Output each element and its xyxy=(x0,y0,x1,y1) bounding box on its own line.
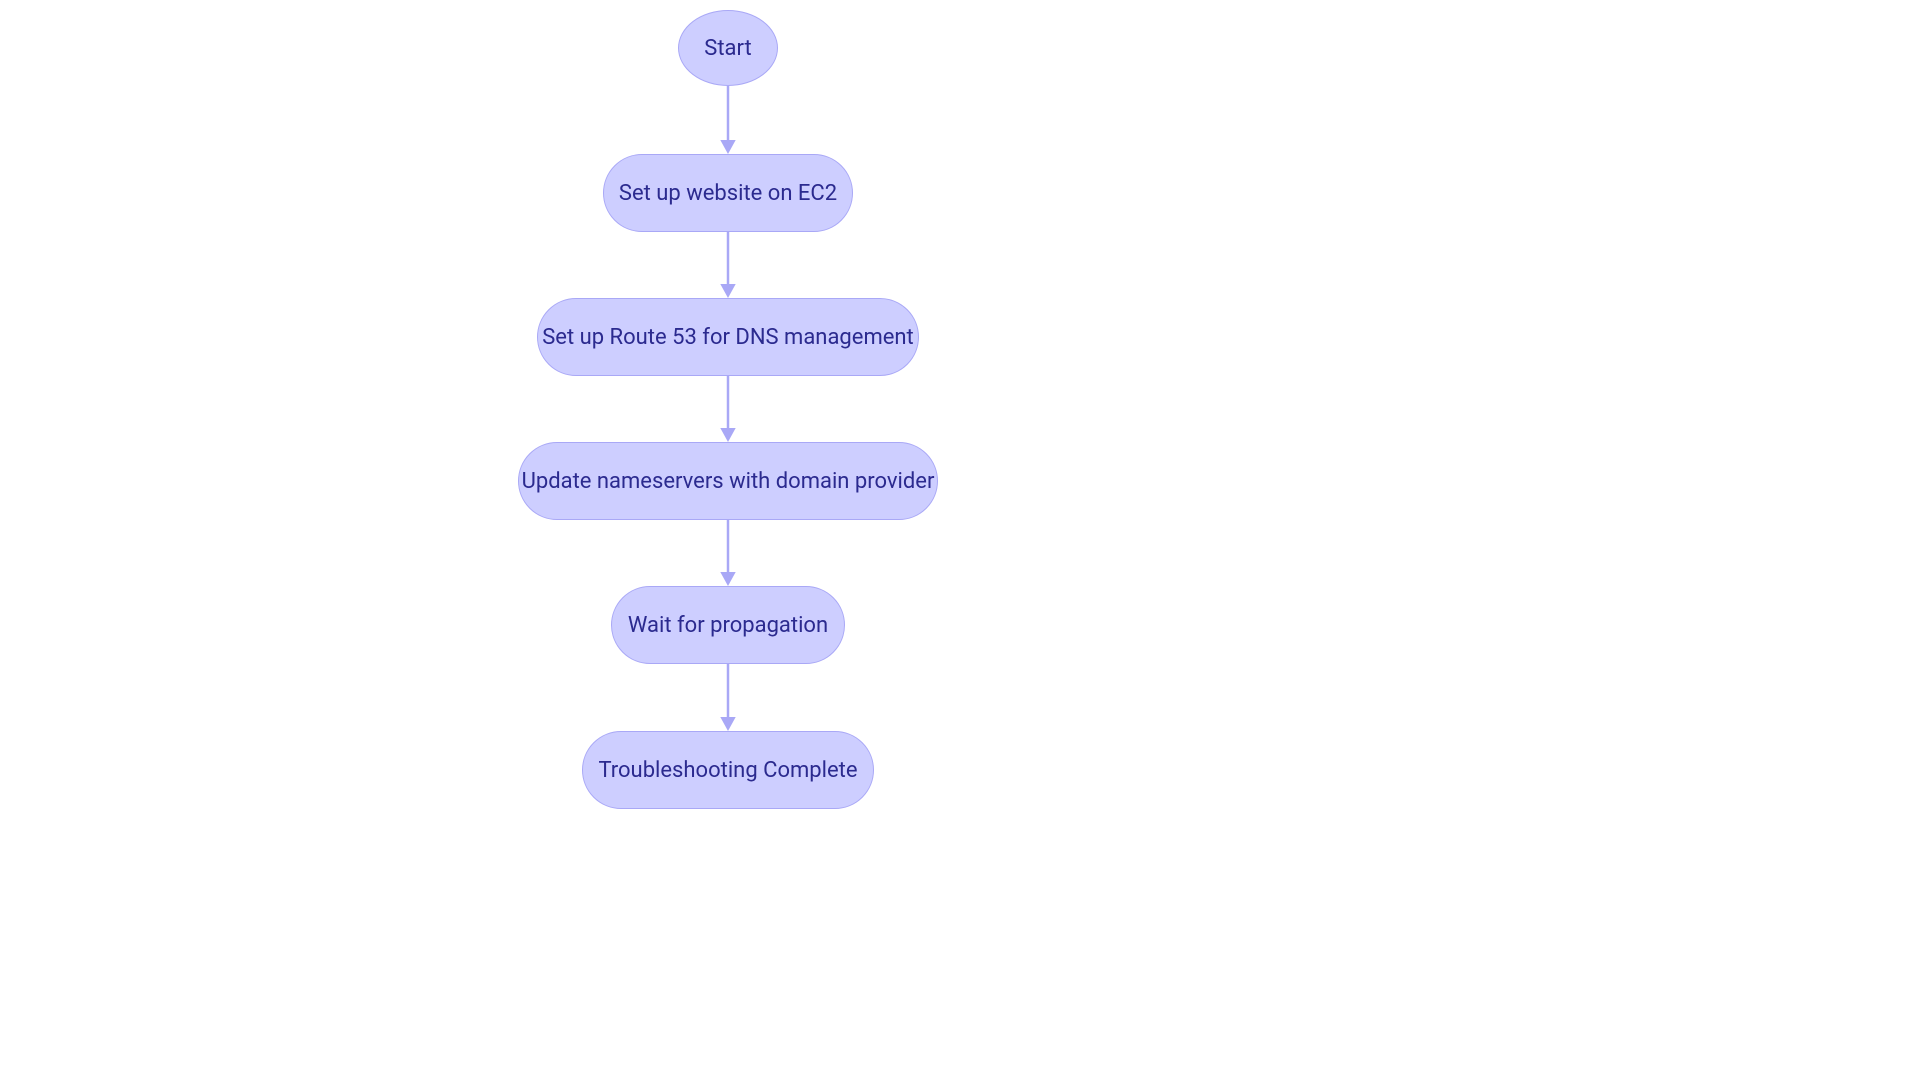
edge-wait-to-done xyxy=(708,664,748,731)
node-label: Wait for propagation xyxy=(628,613,828,638)
node-start: Start xyxy=(678,10,778,86)
node-wait: Wait for propagation xyxy=(611,586,845,664)
flowchart-canvas: Start Set up website on EC2 Set up Route 5… xyxy=(0,0,1920,1080)
node-label: Troubleshooting Complete xyxy=(598,758,857,783)
node-done: Troubleshooting Complete xyxy=(582,731,874,809)
node-label: Update nameservers with domain provider xyxy=(522,469,935,494)
node-label: Start xyxy=(704,36,751,61)
node-label: Set up website on EC2 xyxy=(619,181,837,206)
edge-ns-to-wait xyxy=(708,520,748,586)
node-ns: Update nameservers with domain provider xyxy=(518,442,938,520)
node-label: Set up Route 53 for DNS management xyxy=(542,325,914,350)
node-ec2: Set up website on EC2 xyxy=(603,154,853,232)
node-route53: Set up Route 53 for DNS management xyxy=(537,298,919,376)
edge-ec2-to-route53 xyxy=(708,232,748,298)
edge-route53-to-ns xyxy=(708,376,748,442)
edge-start-to-ec2 xyxy=(708,86,748,154)
